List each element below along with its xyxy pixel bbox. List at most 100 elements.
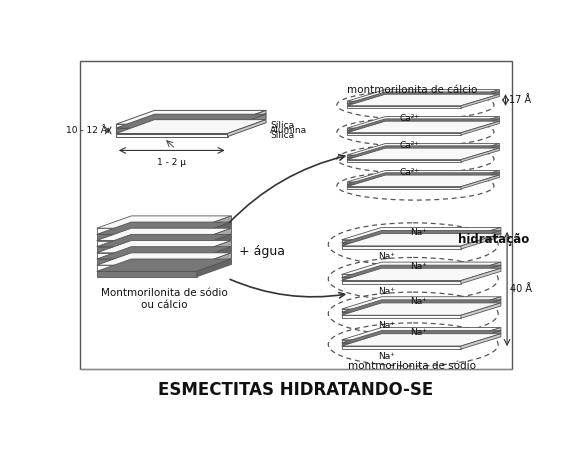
Polygon shape [342, 334, 501, 346]
Polygon shape [347, 119, 499, 131]
Text: montmorilonita de cálcio: montmorilonita de cálcio [347, 85, 478, 95]
Polygon shape [347, 90, 499, 101]
Polygon shape [97, 265, 197, 271]
Polygon shape [461, 230, 501, 246]
Polygon shape [97, 259, 197, 264]
Polygon shape [347, 131, 461, 133]
Polygon shape [97, 253, 231, 265]
Text: 1 - 2 μ: 1 - 2 μ [158, 158, 186, 167]
Polygon shape [461, 92, 499, 106]
Polygon shape [97, 228, 197, 234]
Polygon shape [461, 170, 499, 184]
Polygon shape [461, 327, 501, 343]
Polygon shape [347, 182, 461, 184]
Polygon shape [197, 240, 231, 258]
Polygon shape [342, 228, 501, 240]
Polygon shape [197, 259, 231, 277]
Polygon shape [461, 119, 499, 133]
Polygon shape [461, 265, 501, 281]
Text: montmorilonita de sódio: montmorilonita de sódio [349, 361, 477, 371]
Polygon shape [97, 234, 231, 247]
Polygon shape [97, 240, 231, 253]
Polygon shape [347, 184, 461, 186]
Text: Na⁺: Na⁺ [411, 262, 428, 271]
Polygon shape [461, 143, 499, 158]
Polygon shape [97, 228, 231, 240]
Polygon shape [197, 253, 231, 271]
Polygon shape [116, 110, 266, 124]
Polygon shape [97, 234, 197, 240]
Polygon shape [461, 94, 499, 108]
Polygon shape [97, 247, 197, 252]
Polygon shape [227, 120, 266, 136]
Polygon shape [342, 268, 501, 281]
Polygon shape [347, 186, 461, 189]
Polygon shape [197, 234, 231, 252]
Text: Sílica: Sílica [270, 121, 294, 130]
Text: Na⁺: Na⁺ [411, 228, 428, 237]
Polygon shape [461, 300, 501, 315]
Polygon shape [342, 315, 461, 318]
Polygon shape [97, 240, 197, 246]
Polygon shape [461, 175, 499, 189]
Polygon shape [342, 281, 461, 284]
Polygon shape [342, 327, 501, 340]
Text: Ca²⁺: Ca²⁺ [399, 114, 419, 123]
Text: 17 Å: 17 Å [508, 95, 531, 105]
Polygon shape [461, 268, 501, 284]
Polygon shape [342, 230, 501, 243]
Polygon shape [347, 173, 499, 184]
Polygon shape [342, 312, 461, 315]
Polygon shape [342, 297, 501, 309]
Text: Sílica: Sílica [270, 131, 294, 140]
Polygon shape [461, 148, 499, 162]
Polygon shape [347, 143, 499, 155]
Text: Na⁺: Na⁺ [379, 252, 395, 261]
Polygon shape [347, 170, 499, 182]
Polygon shape [197, 228, 231, 246]
Polygon shape [461, 90, 499, 104]
Text: ESMECTITAS HIDRATANDO-SE: ESMECTITAS HIDRATANDO-SE [158, 381, 433, 399]
Bar [80, 61, 512, 369]
Polygon shape [97, 271, 197, 277]
Polygon shape [342, 243, 461, 246]
Polygon shape [227, 114, 266, 133]
Text: Na⁺: Na⁺ [411, 297, 428, 306]
Text: 10 - 12 Å: 10 - 12 Å [66, 126, 107, 135]
Polygon shape [461, 334, 501, 349]
Text: Na⁺: Na⁺ [379, 322, 395, 330]
Polygon shape [116, 114, 266, 128]
Polygon shape [97, 253, 197, 258]
Polygon shape [461, 146, 499, 160]
Text: 40 Å: 40 Å [510, 284, 532, 294]
Polygon shape [347, 133, 461, 135]
Polygon shape [342, 278, 461, 281]
Polygon shape [342, 309, 461, 312]
Polygon shape [461, 262, 501, 278]
Polygon shape [342, 234, 501, 246]
Polygon shape [347, 116, 499, 128]
Text: Ca²⁺: Ca²⁺ [399, 141, 419, 150]
Polygon shape [461, 121, 499, 135]
Polygon shape [347, 148, 499, 160]
Polygon shape [461, 297, 501, 312]
Text: Alumina: Alumina [270, 126, 307, 135]
Polygon shape [342, 343, 461, 346]
Polygon shape [347, 101, 461, 104]
Polygon shape [97, 247, 231, 259]
Polygon shape [97, 216, 231, 228]
Polygon shape [461, 331, 501, 346]
Polygon shape [116, 120, 266, 133]
Text: + água: + água [239, 245, 285, 258]
Polygon shape [342, 303, 501, 315]
Text: Na⁺: Na⁺ [379, 287, 395, 296]
Polygon shape [342, 265, 501, 278]
Polygon shape [347, 175, 499, 186]
Polygon shape [347, 158, 461, 160]
Polygon shape [347, 94, 499, 106]
Polygon shape [197, 247, 231, 264]
Polygon shape [342, 300, 501, 312]
Text: Na⁺: Na⁺ [411, 328, 428, 337]
Polygon shape [116, 133, 227, 136]
Text: Ca²⁺: Ca²⁺ [399, 168, 419, 177]
